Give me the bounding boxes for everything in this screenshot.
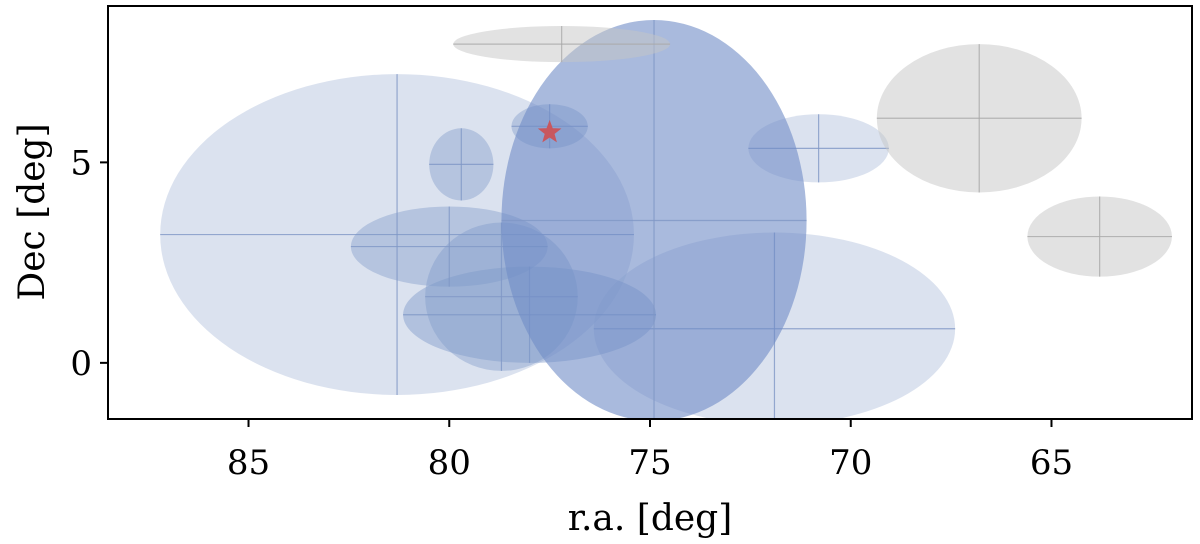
region-5 xyxy=(350,206,548,287)
region-12 xyxy=(1027,196,1172,277)
y-axis-label: Dec [deg] xyxy=(12,123,53,300)
x-tick-label: 80 xyxy=(428,443,471,483)
region-9 xyxy=(501,20,807,419)
x-tick-label: 70 xyxy=(829,443,872,483)
x-tick-label: 85 xyxy=(227,443,270,483)
x-tick-label: 65 xyxy=(1030,443,1073,483)
y-tick-label: 5 xyxy=(70,143,92,183)
axis-ticks: 85 80 75 70 65 0 5 xyxy=(70,143,1073,483)
y-tick-label: 0 xyxy=(70,344,92,384)
region-6 xyxy=(429,128,494,201)
star-marker xyxy=(537,119,562,143)
region-11 xyxy=(876,44,1082,193)
x-axis-label: r.a. [deg] xyxy=(568,498,733,539)
region-10 xyxy=(453,26,671,63)
x-tick-label: 75 xyxy=(628,443,671,483)
marker-layer xyxy=(537,119,562,143)
region-ellipses xyxy=(160,20,1172,419)
